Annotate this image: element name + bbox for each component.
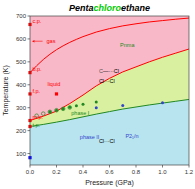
- points: [28, 23, 164, 159]
- x-tick-label: 1.0: [158, 169, 167, 175]
- annotation-arrow: [34, 41, 42, 42]
- data-point: [68, 106, 71, 109]
- x-tick-label: 0.4: [79, 169, 88, 175]
- title-part: Penta: [69, 3, 94, 13]
- data-point: [48, 110, 51, 113]
- x-tick: [162, 165, 163, 168]
- data-point: [75, 104, 78, 107]
- x-tick-label: 0.6: [105, 169, 114, 175]
- y-tick: [28, 61, 31, 62]
- data-point: [161, 101, 164, 104]
- y-tick-label: 500: [16, 59, 27, 65]
- y-tick: [28, 38, 31, 39]
- title: Pentachloroethane: [69, 3, 150, 13]
- chart: 0.0 0.2 0.4 0.6 0.8 1.0 1.2 100 200 300 400 500 600 7…: [0, 0, 195, 189]
- x-tick-label: 0.8: [132, 169, 141, 175]
- y-tick: [28, 107, 31, 108]
- y-tick-label: 400: [16, 82, 27, 88]
- phase-boundary: [30, 18, 189, 73]
- y-tick-label: 700: [16, 13, 27, 19]
- data-point: [95, 106, 98, 109]
- data-point: [55, 108, 59, 112]
- annotation: f.p.: [32, 88, 40, 94]
- annotation: phase I: [71, 110, 90, 116]
- y-tick: [28, 153, 31, 154]
- x-tick: [30, 165, 31, 168]
- annotation: b.p.: [32, 66, 42, 72]
- annotation: Pnma: [120, 42, 135, 48]
- y-tick-label: 600: [16, 36, 27, 42]
- y-tick-label: 100: [16, 151, 27, 157]
- data-point: [55, 92, 58, 95]
- annotation-part: —···Cl: [103, 68, 119, 74]
- x-tick: [109, 165, 110, 168]
- y-tick: [28, 84, 31, 85]
- annotation: gas: [47, 38, 56, 44]
- annotation: Cl···Cl: [99, 78, 115, 84]
- y-tick: [28, 130, 31, 131]
- data-point: [121, 104, 124, 107]
- annotation: Cl···Cl: [99, 138, 115, 144]
- annotation: liquid: [47, 81, 60, 87]
- x-tick: [83, 165, 84, 168]
- annotation: P2₁/n: [125, 133, 138, 139]
- y-tick-label: 300: [16, 105, 27, 111]
- data-point: [82, 103, 85, 106]
- phase-boundary: [30, 99, 189, 126]
- data-point: [61, 107, 65, 111]
- x-tick-label: 0.2: [52, 169, 61, 175]
- annotation: t.p.: [32, 122, 40, 128]
- x-tick: [189, 165, 190, 168]
- y-axis-label: Temperature (K): [2, 65, 10, 116]
- plot-background: [30, 16, 189, 165]
- x-tick: [136, 165, 137, 168]
- x-axis-label: Pressure (GPa): [85, 179, 134, 187]
- phase-region: [30, 16, 189, 121]
- y-tick: [28, 16, 31, 17]
- x-tick: [56, 165, 57, 168]
- x-tick-label: 0.0: [26, 169, 35, 175]
- title-part: ethane: [121, 3, 150, 13]
- annotation: m.p.: [32, 114, 43, 120]
- phase-boundary: [30, 49, 189, 121]
- annotation: phase II: [80, 134, 100, 140]
- annotation: C—···Cl: [99, 68, 119, 74]
- annotation-arrow-head: [32, 40, 35, 43]
- x-tick-label: 1.2: [185, 169, 194, 175]
- title-part: chloro: [93, 3, 121, 13]
- y-tick-label: 200: [16, 128, 27, 134]
- data-point: [62, 107, 65, 110]
- data-point: [48, 110, 52, 114]
- annotation: c.p.: [32, 18, 41, 24]
- plot-area: [30, 16, 189, 126]
- data-point: [95, 100, 98, 103]
- data-point: [55, 109, 58, 112]
- phase-region: [30, 16, 189, 126]
- plot-frame: [30, 16, 189, 165]
